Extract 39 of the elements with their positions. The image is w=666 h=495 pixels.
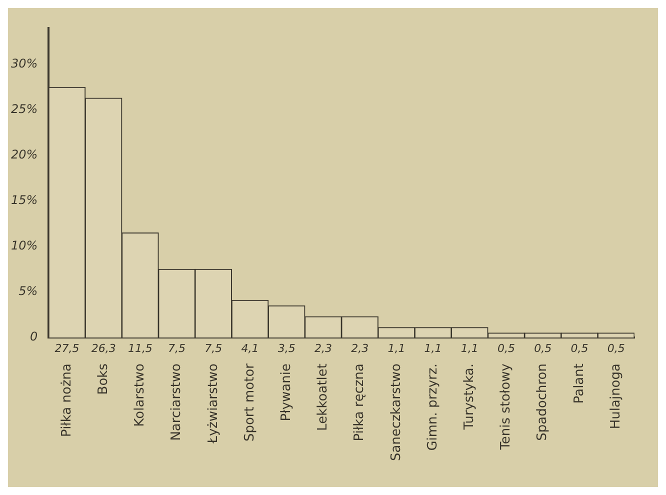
y-tick-label: 30% xyxy=(11,56,38,71)
x-tick-label: Pływanie xyxy=(278,364,294,422)
x-tick-label: Palant xyxy=(572,364,587,404)
y-tick-label: 15% xyxy=(11,193,38,208)
data-label: 7,5 xyxy=(168,342,186,355)
x-tick-label: Narciarstwo xyxy=(169,363,184,441)
data-label: 1,1 xyxy=(388,342,406,355)
x-tick-label: Lekkoatlet xyxy=(316,364,331,431)
y-tick-label: 20% xyxy=(11,148,38,162)
x-tick-label: Spadochron xyxy=(535,364,550,441)
x-tick-label: Piłka nożna xyxy=(59,364,74,437)
x-tick-label: Tenis stołowy xyxy=(498,363,514,451)
x-tick-label: Gimn. przyrz. xyxy=(425,364,440,451)
data-label: 26,3 xyxy=(91,342,116,355)
x-tick-label: Hulajnoga xyxy=(608,364,624,430)
data-label: 1,1 xyxy=(460,342,478,355)
x-tick-label: Turystyka. xyxy=(462,364,478,431)
x-tick-label: Kolarstwo xyxy=(132,363,148,427)
x-tick-label: Boks xyxy=(96,363,111,395)
y-tick-label: 0 xyxy=(30,330,38,344)
x-tick-label: Łyżwiarstwo xyxy=(206,363,221,444)
y-tick-label: 25% xyxy=(11,102,38,116)
data-label: 2,3 xyxy=(351,342,369,355)
data-label: 0,5 xyxy=(534,342,552,355)
y-tick-label: 10% xyxy=(11,238,38,253)
data-label: 0,5 xyxy=(498,342,516,355)
data-label: 2,3 xyxy=(314,342,332,355)
data-label: 3,5 xyxy=(278,342,296,355)
data-label: 0,5 xyxy=(607,342,625,355)
data-label: 11,5 xyxy=(128,342,152,355)
x-tick-label: Sport motor xyxy=(242,362,258,442)
data-label: 7,5 xyxy=(204,342,222,355)
data-label: 4,1 xyxy=(241,342,259,355)
data-label: 27,5 xyxy=(54,342,80,355)
data-label: 1,1 xyxy=(424,342,442,355)
x-tick-label: Piłka ręczna xyxy=(352,364,368,442)
x-tick-label: Saneczkarstwo xyxy=(388,363,404,462)
data-label: 0,5 xyxy=(570,342,588,355)
y-tick-label: 5% xyxy=(18,284,38,298)
